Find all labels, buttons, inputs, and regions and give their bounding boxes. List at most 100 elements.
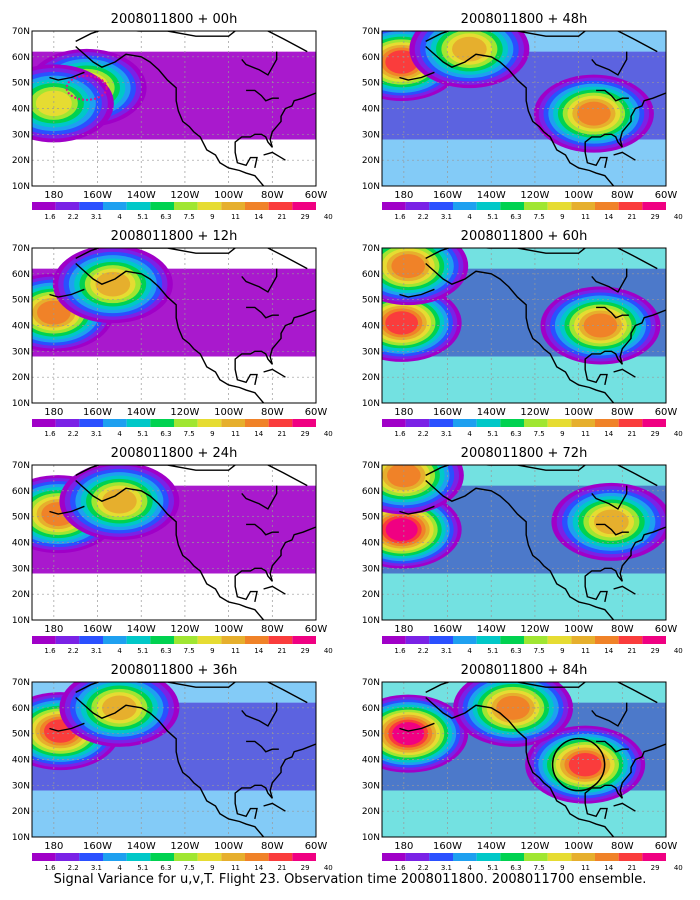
coastline bbox=[75, 479, 265, 620]
colorbar-label: 1.6 bbox=[394, 864, 406, 872]
variance-contour bbox=[385, 311, 419, 335]
colorbar-label: 2.2 bbox=[68, 430, 79, 438]
colorbar-swatch bbox=[126, 202, 151, 210]
y-tick-label: 60N bbox=[12, 487, 30, 497]
colorbar-swatch bbox=[476, 419, 501, 427]
colorbar-label: 29 bbox=[301, 647, 310, 655]
colorbar-swatch bbox=[405, 636, 430, 644]
colorbar-label: 6.3 bbox=[510, 213, 521, 221]
coastline bbox=[584, 92, 666, 169]
colorbar-swatch bbox=[197, 419, 222, 427]
colorbar-label: 3.1 bbox=[91, 430, 102, 438]
annotation-circle bbox=[551, 737, 606, 792]
y-tick-label: 20N bbox=[12, 373, 30, 383]
variance-contour bbox=[594, 509, 629, 535]
variance-field bbox=[382, 465, 666, 620]
x-tick-label: 60W bbox=[305, 624, 328, 635]
x-tick-label: 160W bbox=[433, 190, 462, 201]
x-tick-label: 140W bbox=[127, 624, 156, 635]
colorbar-label: 1.6 bbox=[394, 430, 406, 438]
variance-field bbox=[32, 248, 316, 403]
y-tick-label: 20N bbox=[362, 590, 380, 600]
y-tick-label: 60N bbox=[362, 487, 380, 497]
colorbar-label: 14 bbox=[254, 864, 263, 872]
colorbar-label: 21 bbox=[627, 647, 636, 655]
colorbar-swatch bbox=[453, 853, 477, 861]
variance-contour bbox=[583, 313, 618, 338]
y-tick-label: 10N bbox=[362, 616, 380, 626]
coastline bbox=[75, 682, 308, 704]
x-tick-label: 140W bbox=[127, 407, 156, 418]
colorbar-label: 11 bbox=[581, 213, 590, 221]
y-tick-label: 20N bbox=[362, 807, 380, 817]
plot-frame bbox=[31, 681, 317, 838]
colorbar-label: 5.1 bbox=[137, 864, 148, 872]
coastline bbox=[613, 585, 636, 595]
y-tick-label: 40N bbox=[362, 539, 380, 549]
colorbar-label: 7.5 bbox=[534, 647, 545, 655]
x-tick-label: 180 bbox=[44, 407, 63, 418]
coastline bbox=[399, 288, 435, 298]
y-tick-label: 50N bbox=[12, 730, 30, 740]
x-tick-label: 80W bbox=[611, 841, 634, 852]
coastline bbox=[246, 740, 279, 753]
panel-title: 2008011800 + 36h bbox=[111, 663, 238, 678]
colorbar-label: 14 bbox=[604, 430, 613, 438]
x-tick-label: 160W bbox=[83, 841, 112, 852]
figure-caption: Signal Variance for u,v,T. Flight 23. Ob… bbox=[53, 872, 647, 887]
colorbar-swatch bbox=[150, 636, 174, 644]
y-tick-label: 20N bbox=[12, 807, 30, 817]
y-tick-label: 20N bbox=[362, 156, 380, 166]
y-tick-label: 40N bbox=[362, 756, 380, 766]
colorbar-label: 3.1 bbox=[441, 864, 452, 872]
colorbar-label: 4 bbox=[467, 647, 472, 655]
y-tick-label: 50N bbox=[12, 296, 30, 306]
colorbar-swatch bbox=[55, 419, 80, 427]
variance-field bbox=[382, 248, 666, 403]
coastlines bbox=[399, 682, 666, 837]
map-panel-48h: 2008011800 + 48h 180 160W 140W 120W 100W 80W 60… bbox=[362, 12, 683, 221]
coastline bbox=[613, 368, 636, 378]
colorbar-swatch bbox=[221, 419, 245, 427]
x-tick-label: 120W bbox=[170, 190, 199, 201]
coastline bbox=[591, 702, 628, 727]
coastline bbox=[591, 51, 628, 76]
panel-title: 2008011800 + 84h bbox=[461, 663, 588, 678]
colorbar-label: 11 bbox=[581, 647, 590, 655]
y-tick-label: 70N bbox=[362, 461, 380, 471]
colorbar-label: 1.6 bbox=[44, 430, 56, 438]
x-tick-label: 100W bbox=[564, 841, 593, 852]
y-tick-label: 10N bbox=[12, 399, 30, 409]
coastline bbox=[49, 288, 85, 298]
coastline bbox=[399, 71, 435, 81]
variance-field bbox=[32, 465, 316, 620]
variance-field bbox=[382, 682, 666, 837]
colorbar-label: 11 bbox=[231, 647, 240, 655]
x-tick-label: 160W bbox=[83, 624, 112, 635]
y-tick-label: 40N bbox=[362, 105, 380, 115]
colorbar-label: 29 bbox=[651, 430, 660, 438]
y-tick-label: 60N bbox=[12, 53, 30, 63]
colorbar-swatch bbox=[150, 853, 174, 861]
variance-contour bbox=[35, 90, 72, 117]
x-tick-label: 160W bbox=[83, 190, 112, 201]
colorbar-label: 7.5 bbox=[534, 864, 545, 872]
map-panel-0h: 2008011800 + 00h 180 160W 140W 120W 100W 80W 60… bbox=[12, 12, 333, 221]
colorbar-label: 4 bbox=[117, 430, 122, 438]
colorbar-label: 21 bbox=[277, 430, 286, 438]
coastline bbox=[425, 682, 658, 704]
coastlines bbox=[399, 248, 666, 403]
colorbar-label: 6.3 bbox=[510, 864, 521, 872]
colorbar-swatch bbox=[150, 202, 174, 210]
colorbar-label: 29 bbox=[301, 213, 310, 221]
colorbar-swatch bbox=[55, 853, 80, 861]
colorbar-swatch bbox=[618, 853, 643, 861]
coastlines bbox=[399, 31, 666, 186]
y-tick-label: 20N bbox=[362, 373, 380, 383]
coastline bbox=[49, 722, 85, 732]
variance-field bbox=[32, 682, 316, 837]
coastline bbox=[75, 262, 265, 403]
y-tick-label: 50N bbox=[362, 79, 380, 89]
map-panel-36h: 2008011800 + 36h 180 160W 140W 120W 100W 80W 60… bbox=[12, 663, 333, 872]
colorbar-swatch bbox=[595, 853, 619, 861]
